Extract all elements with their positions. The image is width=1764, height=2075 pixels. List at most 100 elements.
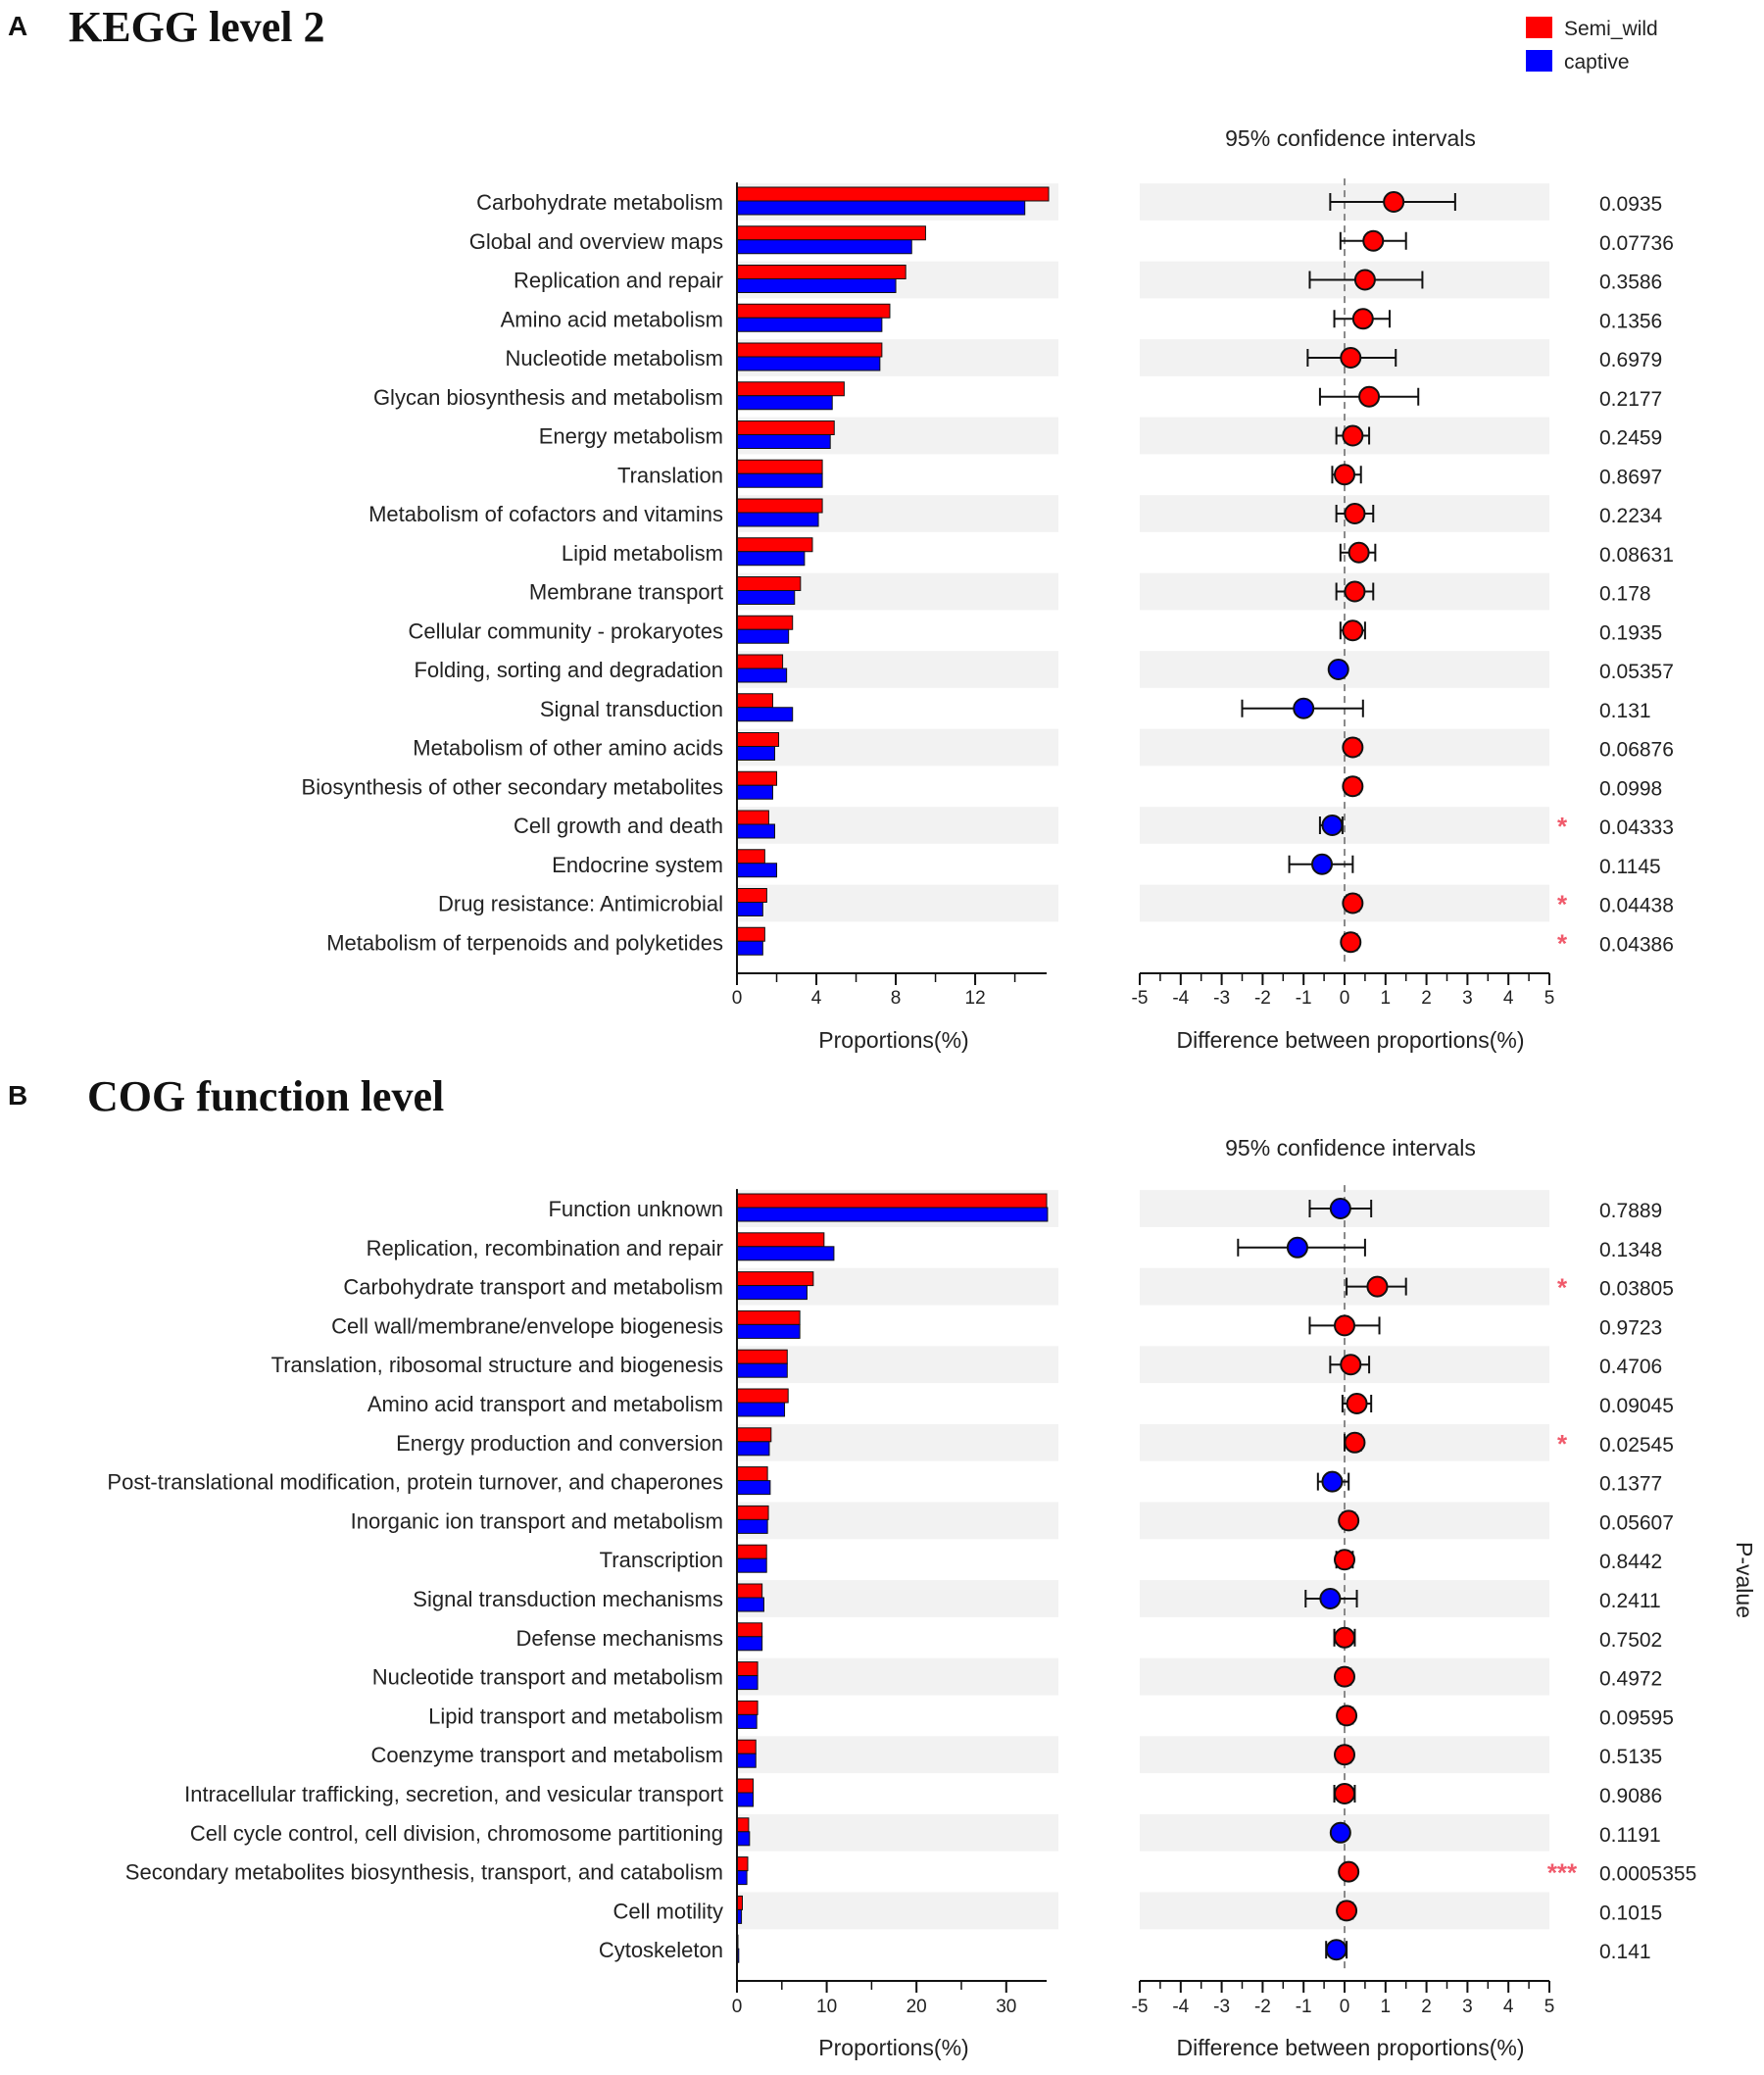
bar-captive [736, 1323, 801, 1339]
p-value: 0.9086 [1599, 1785, 1662, 1807]
bar-captive [736, 746, 775, 761]
bar-axis-label: Proportions(%) [818, 2035, 968, 2060]
bar-captive [736, 1207, 1049, 1222]
p-value: 0.178 [1599, 583, 1651, 606]
diff-point [1342, 736, 1364, 759]
p-value: 0.1015 [1599, 1902, 1662, 1924]
bar-semi-wild [736, 420, 835, 435]
bar-semi-wild [736, 1466, 768, 1482]
diff-axis-tick-label: 5 [1544, 1997, 1555, 2017]
diff-point [1319, 1588, 1342, 1609]
p-value: 0.1145 [1599, 856, 1661, 878]
bar-axis-label: Proportions(%) [818, 1027, 968, 1053]
category-label: Coenzyme transport and metabolism [371, 1743, 724, 1767]
diff-point [1344, 580, 1366, 603]
diff-point [1342, 775, 1364, 798]
bar-semi-wild [736, 1700, 759, 1715]
diff-point [1362, 229, 1385, 252]
legend-swatch-captive [1526, 50, 1552, 72]
bar-semi-wild [736, 186, 1050, 202]
p-value: 0.05607 [1599, 1511, 1674, 1534]
diff-point [1344, 503, 1366, 524]
significance-star: *** [1547, 1858, 1578, 1888]
bar-captive [736, 1753, 757, 1768]
category-label: Global and overview maps [469, 229, 723, 254]
diff-axis-tick-label: -3 [1213, 1997, 1230, 2017]
bar-captive [736, 823, 775, 839]
diff-point [1358, 385, 1381, 408]
bar-captive [736, 200, 1026, 216]
diff-point [1342, 619, 1364, 642]
diff-axis-tick-label: -4 [1172, 1997, 1189, 2017]
diff-axis-tick-label: 0 [1340, 1997, 1350, 2017]
p-value: 0.4706 [1599, 1356, 1662, 1378]
bar-captive [736, 590, 796, 605]
panel-title: COG function level [87, 1072, 444, 1120]
bar-axis-tick-label: 10 [816, 1997, 837, 2017]
category-label: Translation, ribosomal structure and bio… [271, 1353, 723, 1377]
category-label: Amino acid transport and metabolism [368, 1392, 723, 1416]
category-label: Metabolism of other amino acids [413, 736, 723, 761]
diff-axis-tick-label: 0 [1340, 988, 1350, 1009]
diff-point [1321, 815, 1344, 836]
p-value: 0.3586 [1599, 272, 1662, 294]
p-value: 0.07736 [1599, 232, 1674, 255]
category-label: Nucleotide transport and metabolism [372, 1665, 723, 1690]
category-label: Glycan biosynthesis and metabolism [373, 385, 723, 410]
p-value: 0.04386 [1599, 933, 1674, 956]
category-label: Cell cycle control, cell division, chrom… [190, 1821, 723, 1846]
p-value: 0.131 [1599, 700, 1651, 722]
category-label: Function unknown [548, 1197, 723, 1221]
p-value: 0.04438 [1599, 895, 1674, 917]
category-label: Cell wall/membrane/envelope biogenesis [331, 1313, 723, 1338]
diff-axis-tick-label: -3 [1213, 988, 1230, 1009]
bar-captive [736, 1675, 759, 1691]
category-label: Defense mechanisms [515, 1626, 723, 1651]
p-value: 0.2459 [1599, 427, 1662, 450]
diff-point [1353, 269, 1376, 291]
category-label: Lipid transport and metabolism [428, 1704, 723, 1728]
bar-captive [736, 1557, 767, 1573]
diff-point [1293, 697, 1315, 719]
p-value: 0.7502 [1599, 1629, 1662, 1652]
category-label: Cell growth and death [514, 814, 723, 838]
bar-captive [736, 1792, 754, 1807]
significance-star: * [1557, 812, 1568, 841]
bar-semi-wild [736, 225, 926, 241]
bar-semi-wild [736, 849, 765, 865]
category-label: Carbohydrate transport and metabolism [343, 1275, 723, 1300]
diff-point [1338, 1509, 1360, 1532]
p-value: 0.5135 [1599, 1746, 1662, 1768]
p-value: 0.4972 [1599, 1668, 1662, 1691]
bar-semi-wild [736, 1427, 772, 1443]
category-label: Metabolism of cofactors and vitamins [368, 502, 723, 526]
bar-semi-wild [736, 537, 813, 553]
bar-captive [736, 395, 833, 411]
category-label: Nucleotide metabolism [505, 346, 723, 371]
diff-axis-tick-label: -2 [1254, 988, 1271, 1009]
bar-captive [736, 1870, 748, 1886]
bar-captive [736, 239, 912, 255]
diff-axis-tick-label: -1 [1296, 1997, 1312, 2017]
panel-title: KEGG level 2 [69, 3, 325, 51]
category-label: Endocrine system [552, 853, 723, 877]
bar-semi-wild [736, 770, 778, 786]
legend-swatch-semi-wild [1526, 17, 1552, 38]
ci-title: 95% confidence intervals [1225, 125, 1476, 151]
diff-axis-tick-label: 2 [1421, 1997, 1432, 2017]
bar-semi-wild [736, 498, 823, 514]
diff-point [1329, 1198, 1351, 1219]
bar-captive [736, 434, 831, 449]
category-label: Post-translational modification, protein… [107, 1470, 723, 1495]
bar-semi-wild [736, 1817, 750, 1833]
legend-label-semi-wild: Semi_wild [1564, 18, 1658, 40]
bar-row-stripe [737, 1502, 1058, 1540]
ci-title: 95% confidence intervals [1225, 1135, 1476, 1161]
diff-point [1336, 1900, 1358, 1922]
p-value: 0.9723 [1599, 1316, 1662, 1339]
bar-semi-wild [736, 693, 773, 709]
p-value: 0.8442 [1599, 1551, 1662, 1573]
bar-captive [736, 1362, 788, 1378]
bar-semi-wild [736, 381, 845, 397]
diff-point [1329, 1821, 1351, 1844]
